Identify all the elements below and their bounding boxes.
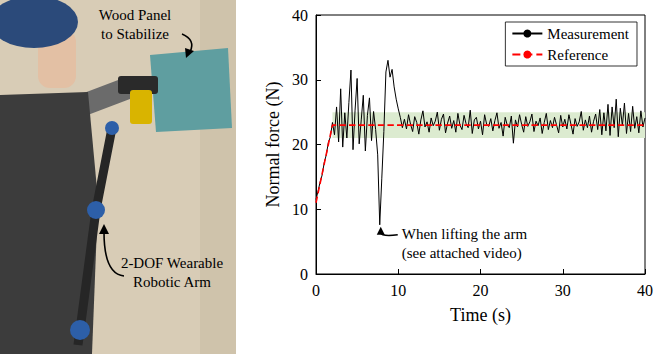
svg-text:Wood Panel: Wood Panel (99, 7, 172, 23)
svg-text:to Stabilize: to Stabilize (101, 26, 169, 42)
svg-text:20: 20 (292, 136, 308, 153)
svg-text:Robotic Arm: Robotic Arm (133, 274, 211, 290)
svg-text:40: 40 (637, 282, 653, 299)
svg-text:40: 40 (292, 7, 308, 24)
svg-text:Time (s): Time (s) (450, 305, 511, 326)
svg-text:10: 10 (292, 201, 308, 218)
svg-text:30: 30 (292, 71, 308, 88)
svg-text:2-DOF Wearable: 2-DOF Wearable (121, 255, 224, 271)
svg-text:Normal force (N): Normal force (N) (263, 82, 284, 208)
svg-text:When lifting the arm: When lifting the arm (402, 226, 528, 242)
svg-text:Reference: Reference (547, 47, 608, 63)
svg-text:30: 30 (555, 282, 571, 299)
svg-text:0: 0 (300, 266, 308, 283)
svg-text:(see attached video): (see attached video) (402, 245, 522, 262)
svg-text:Measurement: Measurement (547, 26, 629, 42)
svg-text:10: 10 (390, 282, 406, 299)
svg-text:0: 0 (312, 282, 320, 299)
svg-text:20: 20 (473, 282, 489, 299)
